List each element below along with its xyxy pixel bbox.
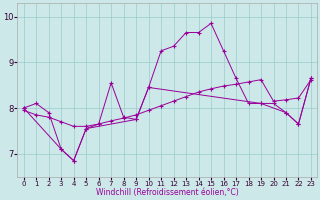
X-axis label: Windchill (Refroidissement éolien,°C): Windchill (Refroidissement éolien,°C) xyxy=(96,188,239,197)
